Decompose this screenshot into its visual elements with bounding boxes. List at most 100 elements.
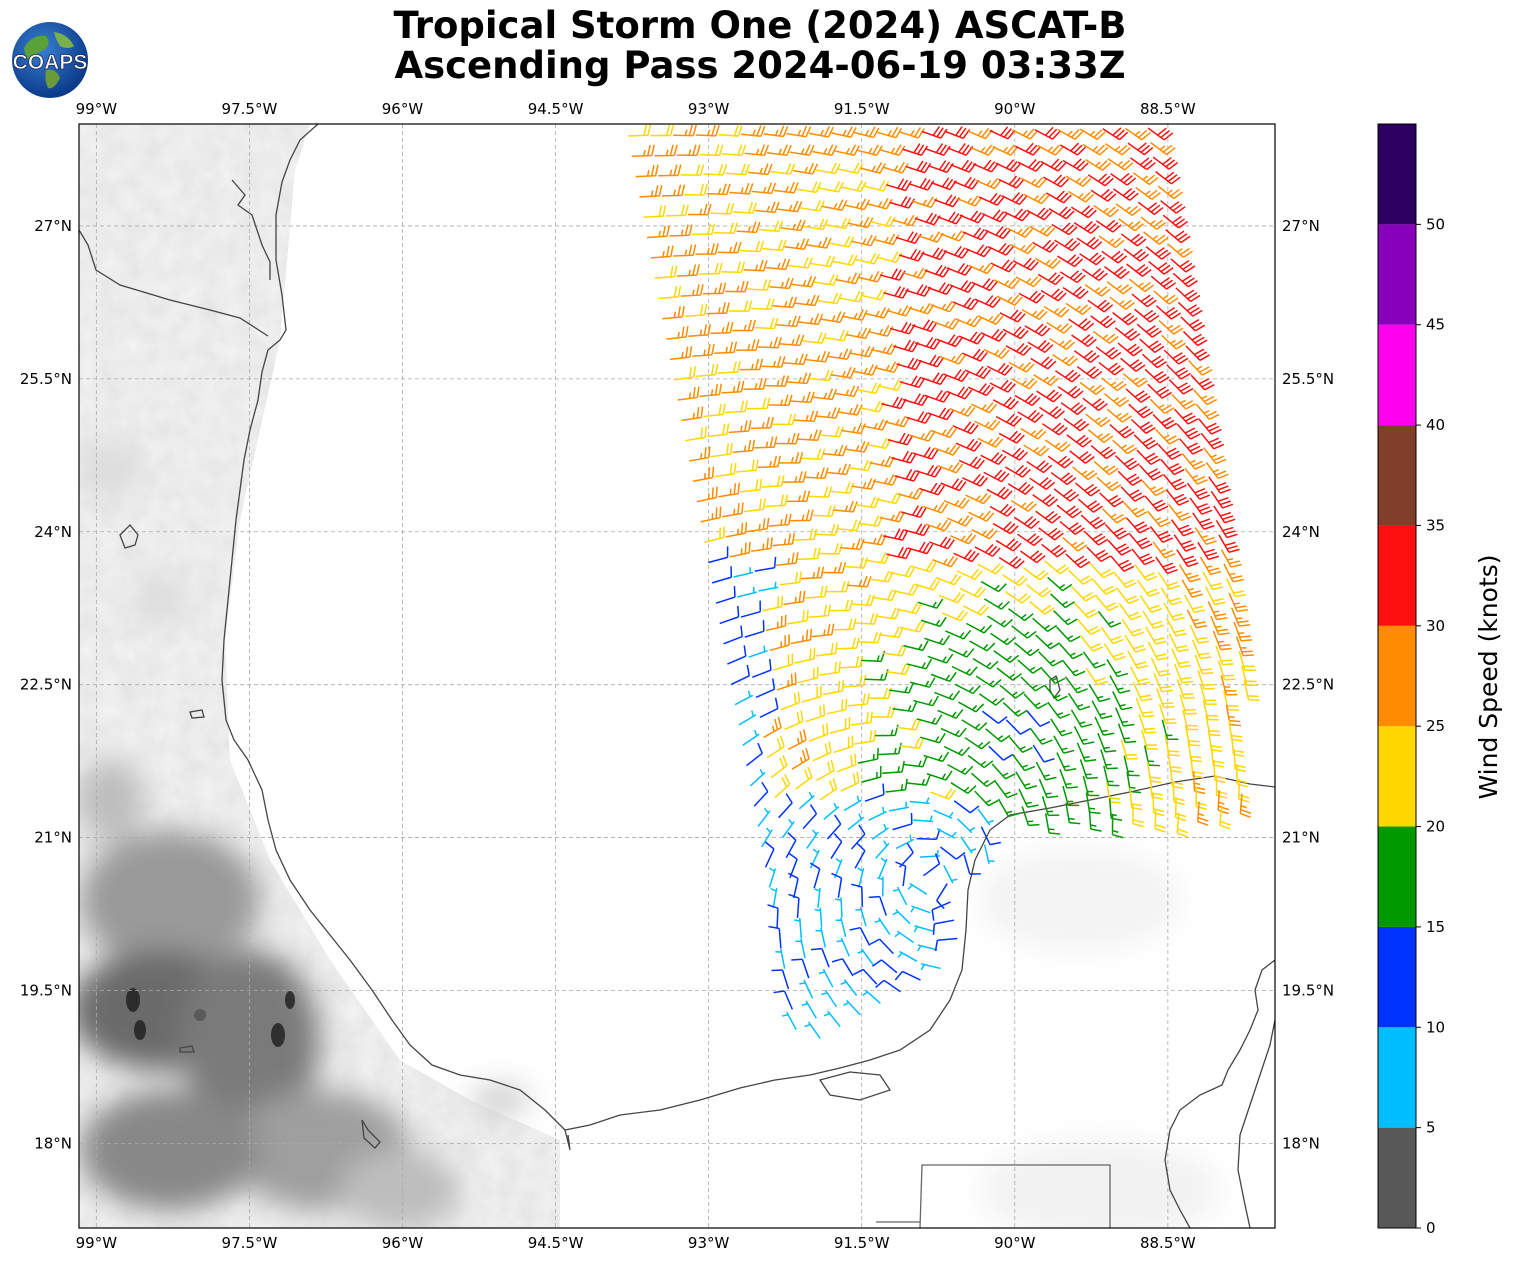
wind-barb: [1235, 636, 1254, 657]
wind-barb: [1155, 428, 1180, 445]
wind-barb: [900, 505, 927, 519]
wind-barb: [1026, 710, 1051, 728]
wind-barb: [1059, 520, 1085, 535]
wind-barb: [855, 906, 867, 927]
wind-barb: [815, 927, 827, 948]
wind-barb: [676, 144, 701, 157]
wind-barb: [1008, 608, 1034, 622]
wind-barb: [948, 648, 975, 658]
wind-barb: [868, 895, 887, 916]
wind-barb: [868, 806, 887, 821]
wind-barb: [1132, 172, 1159, 186]
wind-barb: [849, 926, 871, 946]
wind-barb: [998, 555, 1025, 569]
wind-barb: [801, 1000, 817, 1019]
wind-barb: [1077, 498, 1103, 513]
wind-barb: [1165, 489, 1190, 506]
wind-barb: [1050, 593, 1075, 609]
wind-barb: [1163, 474, 1187, 491]
wind-barb: [725, 163, 750, 176]
wind-barb: [843, 795, 862, 811]
wind-barb: [980, 328, 1007, 342]
wind-barb: [1174, 408, 1199, 425]
wind-barb: [977, 808, 994, 826]
wind-barb: [658, 285, 682, 300]
wind-barb: [750, 416, 774, 430]
wind-barb: [822, 199, 848, 211]
wind-barb: [700, 506, 722, 523]
wind-barb: [791, 958, 810, 979]
wind-barb: [1080, 514, 1106, 530]
wind-barb: [1161, 334, 1186, 350]
wind-barb: [1112, 188, 1139, 201]
wind-barb: [1043, 305, 1070, 318]
wind-barb: [833, 618, 857, 631]
wind-barb: [768, 867, 777, 888]
wind-barb: [1199, 684, 1218, 706]
wind-barb: [985, 728, 1011, 743]
wind-barb: [990, 632, 1017, 646]
wind-barb: [676, 264, 701, 277]
wind-barb: [801, 566, 825, 580]
wind-barb: [1203, 447, 1227, 465]
wind-barb: [710, 443, 733, 458]
wind-barb: [818, 543, 843, 555]
wind-barb: [989, 503, 1016, 517]
wind-barb: [1068, 190, 1095, 203]
wind-barb: [1005, 591, 1031, 604]
wind-barb: [982, 710, 1008, 724]
wind-barb: [1008, 361, 1035, 373]
wind-barb: [836, 753, 857, 773]
wind-barb: [971, 278, 998, 292]
wind-barb: [956, 568, 983, 581]
wind-barb: [983, 347, 1010, 359]
wind-barb: [1152, 413, 1177, 430]
wind-barb: [1212, 630, 1232, 651]
wind-barb: [964, 365, 992, 379]
wind-barb: [1014, 393, 1041, 407]
wind-barb: [773, 990, 794, 1010]
wind-barb: [834, 144, 861, 157]
wind-barb: [837, 162, 864, 175]
wind-barb: [875, 607, 901, 620]
wind-barb: [819, 778, 838, 801]
wind-barb: [1118, 218, 1144, 232]
wind-barb: [669, 346, 693, 361]
wind-barb: [1079, 381, 1106, 395]
lon-ticks-top: 99°W 97.5°W 96°W 94.5°W 93°W 91.5°W 90°W 88.5°W: [76, 100, 1196, 118]
wind-barb: [1187, 360, 1213, 376]
wind-barb: [826, 814, 842, 840]
lat-tick-label-left: 25.5°N: [20, 370, 72, 388]
wind-barb: [1050, 471, 1077, 486]
wind-barb: [831, 958, 854, 977]
wind-barb: [1046, 321, 1073, 334]
wind-barb: [798, 791, 815, 810]
wind-barb: [930, 671, 957, 683]
wind-barb: [1060, 402, 1087, 415]
wind-barb: [696, 486, 718, 503]
wind-barb: [1040, 158, 1067, 172]
wind-barb: [937, 709, 964, 719]
wind-barb: [815, 407, 841, 419]
wind-barb: [1207, 601, 1228, 621]
wind-barb: [1197, 541, 1220, 561]
wind-barb: [1057, 254, 1084, 268]
wind-barb: [1110, 172, 1137, 186]
wind-barb: [1204, 586, 1226, 606]
wind-barb: [704, 526, 725, 543]
wind-barb: [924, 389, 951, 403]
wind-barb: [886, 178, 912, 192]
wind-barb: [1200, 432, 1225, 450]
wind-barb: [1029, 477, 1056, 490]
wind-barb: [1103, 765, 1120, 787]
wind-barb: [1127, 142, 1154, 156]
wind-barb: [1196, 801, 1209, 826]
wind-barb: [1012, 754, 1036, 772]
wind-barb: [1090, 315, 1116, 329]
wind-barb: [882, 760, 905, 774]
wind-barb: [1054, 238, 1081, 252]
wind-barb: [910, 560, 937, 573]
wind-barb: [1185, 345, 1210, 361]
wind-barb: [1004, 464, 1031, 478]
colorbar-swatch: [1378, 926, 1416, 1028]
